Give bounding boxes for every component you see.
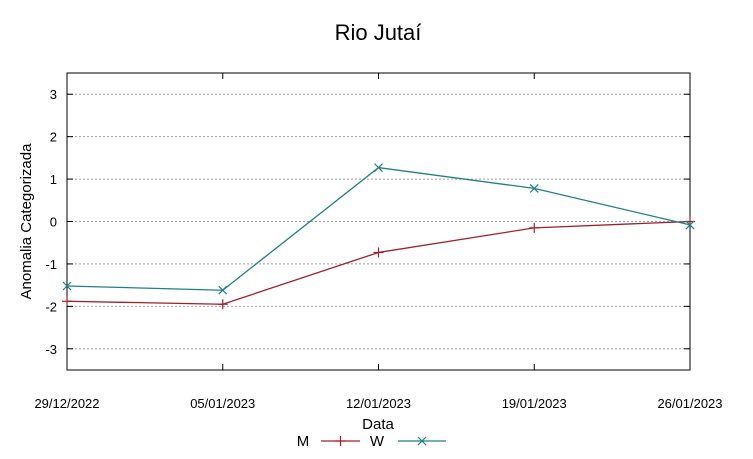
x-tick-label: 05/01/2023 [190,396,255,411]
legend-label-M: M [297,433,310,450]
legend-label-W: W [370,433,385,450]
y-tick-label: 0 [50,215,57,230]
data-point-W [529,183,539,193]
data-point-M [62,296,72,307]
data-point-W [62,281,72,291]
legend-marker-W [417,436,427,446]
data-point-M [529,222,540,233]
y-tick-label: 1 [50,172,57,187]
x-axis-label: Data [362,416,394,433]
y-tick-label: -1 [45,257,57,272]
x-axis: 29/12/2022 05/01/2023 12/01/2023 19/01/2023… [34,73,723,411]
y-tick-label: -3 [45,342,57,357]
x-tick-label: 26/01/2023 [657,396,722,411]
series-line-W [66,166,691,291]
data-point-W [685,220,695,230]
y-tick-label: -2 [45,299,57,314]
data-point-M [217,299,228,310]
y-axis: 3 2 1 0 -1 -2 -3 [45,87,690,357]
data-point-W [374,163,383,173]
chart-title: Rio Jutaí [335,20,422,45]
x-tick-label: 29/12/2022 [34,396,99,411]
series-line-M [66,220,691,305]
data-point-W [218,285,228,295]
x-tick-label: 19/01/2023 [502,396,567,411]
x-tick-label: 12/01/2023 [346,396,411,411]
grid-lines [67,93,690,350]
data-point-M [373,247,384,258]
y-axis-label: Anomalia Categorizada [18,143,35,300]
legend-marker-M [335,436,346,446]
y-tick-label: 2 [50,130,57,145]
y-tick-label: 3 [50,87,57,102]
series-group [62,163,695,310]
